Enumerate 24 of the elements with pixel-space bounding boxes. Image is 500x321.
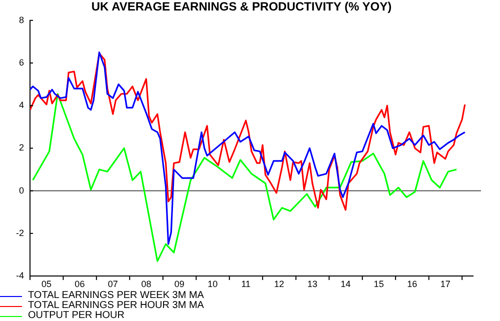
x-tick-label: 13 bbox=[307, 278, 318, 289]
x-tick-label: 09 bbox=[174, 278, 184, 289]
x-tick-label: 17 bbox=[440, 278, 450, 289]
x-tick-label: 15 bbox=[374, 278, 384, 289]
x-tick-label: 11 bbox=[241, 278, 251, 289]
x-tick-label: 16 bbox=[407, 278, 418, 289]
x-tick-label: 06 bbox=[74, 278, 85, 289]
x-tick-label: 12 bbox=[274, 278, 284, 289]
y-tick-label: 6 bbox=[18, 57, 24, 68]
legend-label: TOTAL EARNINGS PER WEEK 3M MA bbox=[28, 290, 204, 301]
chart-title: UK AVERAGE EARNINGS & PRODUCTIVITY (% YOY) bbox=[91, 0, 392, 14]
y-tick-label: 8 bbox=[18, 14, 24, 25]
x-tick-label: 08 bbox=[141, 278, 152, 289]
y-tick-label: 0 bbox=[18, 185, 24, 196]
y-tick-label: -4 bbox=[16, 270, 24, 280]
x-tick-label: 07 bbox=[108, 278, 118, 289]
x-tick-label: 10 bbox=[208, 278, 218, 289]
legend-label: TOTAL EARNINGS PER HOUR 3M MA bbox=[28, 300, 204, 311]
y-tick-label: 4 bbox=[18, 100, 24, 110]
y-tick-label: 2 bbox=[18, 142, 24, 153]
x-tick-label: 05 bbox=[41, 278, 52, 289]
y-tick-label: -2 bbox=[16, 228, 24, 238]
x-tick-label: 14 bbox=[340, 278, 351, 289]
legend-label: OUTPUT PER HOUR bbox=[28, 310, 124, 321]
